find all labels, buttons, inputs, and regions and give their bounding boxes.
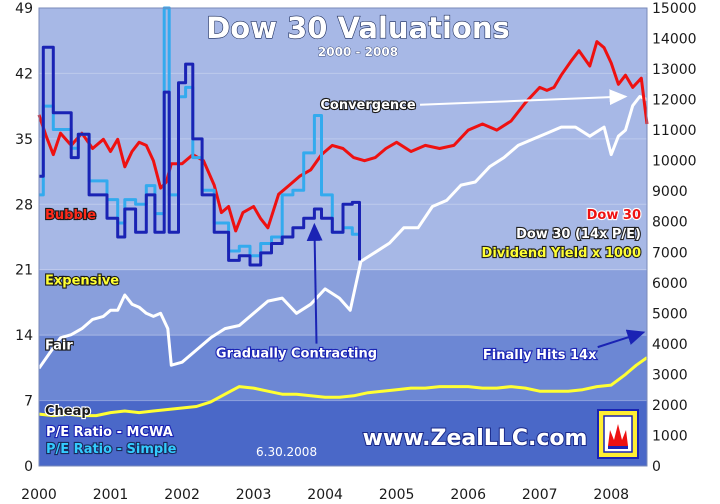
y-right-tick-label: 14000 — [652, 32, 697, 48]
annotation-arrow — [419, 89, 628, 106]
series-line-dow-30 — [37, 40, 649, 233]
y-right-tick-label: 2000 — [652, 398, 688, 414]
annotation-finally-hits-14x: Finally Hits 14x — [483, 348, 597, 363]
y-right-tick-label: 12000 — [652, 93, 697, 109]
axes: 0 7 14 21 28 35 42 49 0 1000 2000 3000 4000 5000 6000 7… — [15, 1, 696, 503]
x-tick-label: 2002 — [164, 487, 200, 503]
legend-entry-dividend-yield-x-1000: Dividend Yield x 1000 — [482, 246, 641, 261]
legend-entry-p-e-ratio-simple: P/E Ratio - Simple — [46, 442, 177, 457]
y-right-tick-label: 8000 — [652, 215, 688, 231]
legend-entry-dow-30-14x-p-e: Dow 30 (14x P/E) — [516, 227, 641, 242]
x-tick-label: 2000 — [21, 487, 57, 503]
annotation-gradually-contracting: Gradually Contracting — [216, 347, 377, 362]
as-of-date: 6.30.2008 — [256, 445, 317, 459]
plot-frame — [38, 7, 648, 467]
y-right-tick-label: 9000 — [652, 184, 688, 200]
legend: Dow 30 Dow 30 (14x P/E) Dividend Yield x 1… — [45, 207, 642, 458]
x-tick-label: 2008 — [593, 487, 629, 503]
y-right-tick-label: 5000 — [652, 306, 688, 322]
y-right-tick-label: 0 — [652, 459, 661, 475]
y-right-tick-label: 3000 — [652, 367, 688, 383]
y-left-tick-label: 14 — [15, 328, 33, 344]
y-left-tick-label: 21 — [15, 263, 33, 279]
y-right-tick-label: 15000 — [652, 1, 697, 17]
zone-label-cheap: Cheap — [45, 404, 91, 419]
legend-entry-dow-30: Dow 30 — [587, 208, 641, 223]
y-right-tick-label: 10000 — [652, 154, 697, 170]
y-right-tick-label: 7000 — [652, 245, 688, 261]
y-right-tick-label: 1000 — [652, 428, 688, 444]
annotation-convergence: Convergence — [320, 98, 416, 113]
zone-band-fair — [39, 335, 647, 401]
y-left-tick-label: 0 — [24, 459, 33, 475]
zone-label-fair: Fair — [45, 339, 73, 354]
annotation-arrow — [306, 222, 323, 344]
x-tick-label: 2006 — [450, 487, 486, 503]
y-left-tick-label: 35 — [15, 132, 33, 148]
chart-subtitle: 2000 - 2008 — [318, 45, 398, 59]
x-tick-label: 2007 — [522, 487, 558, 503]
watermark: www.ZealLLC.com — [363, 426, 588, 451]
zone-labels: Bubble Expensive Fair Cheap — [44, 207, 121, 420]
zone-label-bubble: Bubble — [45, 208, 96, 223]
x-tick-label: 2004 — [307, 487, 343, 503]
y-left-tick-label: 42 — [15, 66, 33, 82]
x-tick-label: 2005 — [379, 487, 415, 503]
logo-icon — [597, 409, 639, 459]
y-right-tick-label: 11000 — [652, 123, 697, 139]
legend-entry-p-e-ratio-mcwa: P/E Ratio - MCWA — [46, 425, 173, 440]
annotation-arrow — [597, 329, 646, 349]
x-tick-label: 2003 — [236, 487, 272, 503]
y-left-tick-label: 7 — [24, 394, 33, 410]
series-line-p-e-ratio-mcwa — [39, 45, 361, 267]
y-right-tick-label: 13000 — [652, 62, 697, 78]
x-tick-label: 2001 — [93, 487, 129, 503]
valuation-zones — [39, 8, 647, 466]
series-line-dividend-yield-x-1000 — [38, 356, 648, 418]
series-lines — [37, 6, 649, 418]
y-left-tick-label: 49 — [15, 1, 33, 17]
zone-label-expensive: Expensive — [45, 273, 119, 288]
series-line-p-e-ratio-simple — [39, 6, 361, 261]
y-right-tick-label: 6000 — [652, 276, 688, 292]
series-line-dow-30-14x-p-e — [37, 95, 648, 370]
annotations: Convergence Gradually Contracting Finally … — [215, 89, 646, 364]
y-left-tick-label: 28 — [15, 197, 33, 213]
chart-title: Dow 30 Valuations — [206, 11, 510, 45]
y-right-tick-label: 4000 — [652, 337, 688, 353]
